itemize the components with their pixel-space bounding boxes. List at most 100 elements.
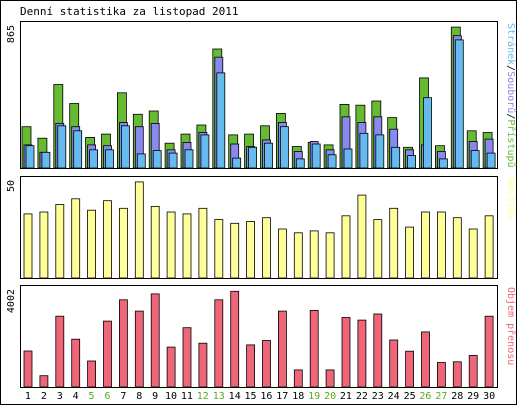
legend-middle: Návštěv: [505, 178, 517, 220]
bar-visits-day-25: [405, 226, 415, 279]
bar-volume-day-25: [405, 350, 415, 388]
bar-visits-day-11: [182, 213, 192, 279]
bar-volume-day-6: [103, 320, 112, 388]
bar-visits-day-16: [262, 217, 271, 279]
ymax-label-bottom: 4002: [6, 289, 17, 313]
bar-pages-day-16: [264, 142, 273, 169]
bar-volume-day-4: [71, 338, 81, 388]
bar-visits-day-4: [71, 198, 81, 279]
x-tick-label-27: 27: [435, 391, 447, 402]
x-tick-label-23: 23: [372, 391, 384, 402]
ymax-label-middle: 50: [6, 180, 17, 192]
bar-visits-day-15: [246, 221, 256, 279]
legend-entry-1: Objem přenosu: [505, 287, 517, 365]
bar-volume-day-28: [452, 361, 462, 388]
bar-volume-day-10: [166, 346, 176, 388]
bar-volume-day-16: [262, 340, 271, 388]
bar-visits-day-29: [468, 228, 478, 279]
bar-pages-day-24: [391, 146, 401, 169]
x-tick-label-10: 10: [165, 391, 177, 402]
bar-volume-day-5: [87, 360, 96, 388]
x-tick-label-22: 22: [356, 391, 368, 402]
bar-visits-day-12: [198, 207, 208, 279]
x-tick-label-4: 4: [73, 391, 79, 402]
bar-visits-day-26: [421, 211, 430, 279]
bar-visits-day-17: [277, 228, 287, 279]
panel-frame-top: [20, 21, 498, 169]
panel-bottom: 4002 Objem přenosu: [6, 285, 517, 388]
bar-volume-day-2: [39, 375, 49, 388]
x-tick-label-19: 19: [308, 391, 320, 402]
bar-pages-day-7: [121, 125, 130, 169]
x-tick-label-13: 13: [213, 391, 225, 402]
x-tick-label-2: 2: [41, 391, 47, 402]
bar-pages-day-14: [232, 157, 242, 169]
legend-separator: /: [505, 113, 516, 119]
bar-visits-day-1: [23, 213, 33, 279]
x-tick-label-8: 8: [136, 391, 142, 402]
bar-volume-day-8: [134, 310, 144, 388]
bar-visits-day-14: [230, 222, 240, 279]
bar-volume-day-29: [468, 354, 478, 388]
bar-volume-day-30: [484, 315, 494, 388]
bar-visits-day-18: [293, 232, 303, 279]
legend-separator: /: [505, 65, 516, 71]
legend-top: Stránek/Souborů/Přístupů: [505, 23, 517, 168]
bar-pages-day-25: [407, 155, 417, 169]
bar-pages-day-30: [486, 152, 496, 169]
x-tick-label-26: 26: [419, 391, 431, 402]
panel-frame-bottom: [20, 285, 498, 388]
legend-bottom: Objem přenosu: [505, 287, 517, 365]
bar-pages-day-26: [423, 97, 432, 169]
legend-entry-1: Stránek: [505, 23, 517, 65]
bar-visits-day-9: [150, 205, 160, 279]
bar-visits-day-28: [452, 217, 462, 279]
bar-volume-day-19: [309, 309, 319, 388]
bar-visits-day-7: [119, 207, 128, 279]
legend-entry-1: Návštěv: [505, 178, 517, 220]
bar-pages-day-19: [311, 143, 321, 169]
x-tick-label-3: 3: [57, 391, 63, 402]
bar-pages-day-1: [25, 145, 35, 169]
bar-pages-day-13: [216, 72, 226, 169]
bar-volume-day-22: [357, 319, 367, 388]
x-tick-label-25: 25: [404, 391, 416, 402]
bar-volume-day-17: [277, 310, 287, 388]
bar-visits-day-27: [436, 211, 446, 279]
bar-pages-day-5: [89, 149, 98, 169]
panel-frame-middle: [20, 176, 498, 279]
bar-visits-day-5: [87, 209, 96, 279]
bar-pages-day-22: [359, 132, 369, 169]
bar-pages-day-17: [279, 126, 289, 169]
bar-pages-day-23: [375, 134, 385, 169]
bar-visits-day-24: [389, 207, 399, 279]
x-tick-label-15: 15: [244, 391, 256, 402]
bar-volume-day-26: [421, 331, 430, 388]
bar-visits-day-30: [484, 215, 494, 279]
bar-volume-day-21: [341, 317, 351, 388]
x-tick-label-12: 12: [197, 391, 209, 402]
bar-visits-day-21: [341, 215, 351, 279]
x-axis-labels: 1 2 3 4 5 6 7 8 9 10 11 12 13 14 15 16 17 18 19 20 21 22 23 24 2…: [25, 391, 495, 402]
bar-visits-day-3: [55, 204, 65, 279]
x-tick-label-11: 11: [181, 391, 193, 402]
x-tick-label-14: 14: [229, 391, 241, 402]
bar-pages-day-6: [105, 149, 114, 169]
x-tick-label-18: 18: [292, 391, 304, 402]
bar-pages-day-3: [57, 125, 67, 169]
x-tick-label-7: 7: [120, 391, 126, 402]
bar-visits-day-13: [214, 219, 224, 279]
bar-pages-day-29: [470, 150, 480, 169]
x-tick-label-21: 21: [340, 391, 352, 402]
bar-volume-day-23: [373, 313, 383, 388]
bar-volume-day-9: [150, 293, 160, 388]
bar-volume-day-18: [293, 369, 303, 388]
bar-pages-day-11: [184, 149, 194, 169]
bar-pages-day-21: [343, 148, 353, 169]
x-tick-label-9: 9: [152, 391, 158, 402]
bar-pages-day-9: [152, 150, 162, 169]
x-tick-label-6: 6: [104, 391, 110, 402]
x-tick-label-1: 1: [25, 391, 31, 402]
x-tick-label-28: 28: [451, 391, 463, 402]
